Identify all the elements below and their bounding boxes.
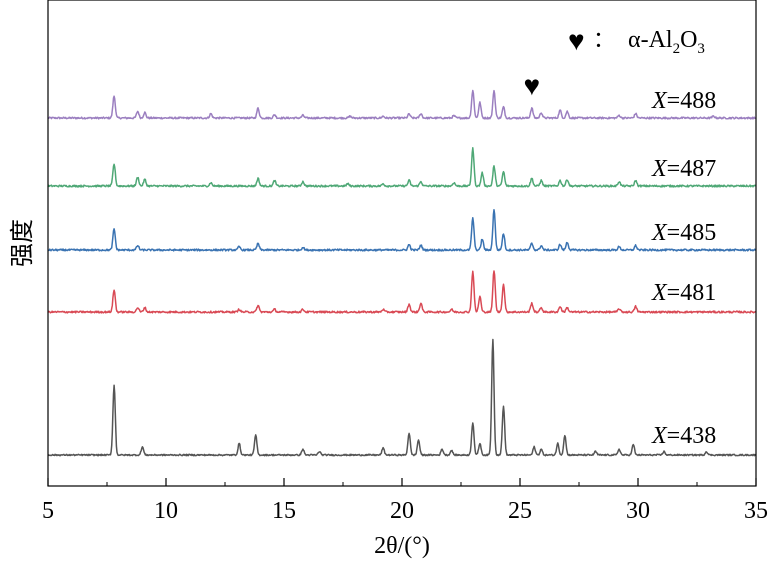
series-line-x-487 xyxy=(47,147,757,188)
series-label-x-481: X=481 xyxy=(651,280,716,306)
series-label-value: =487 xyxy=(667,156,717,182)
alumina-peak-marker-icon: ♥ xyxy=(523,71,540,102)
series-label-x-488: X=488 xyxy=(651,88,716,114)
series-label-x-485: X=485 xyxy=(651,220,716,246)
legend-label-mid: O xyxy=(680,27,697,53)
series-label-value: =438 xyxy=(667,423,717,449)
series-label-x-487: X=487 xyxy=(651,156,716,182)
series-label-value: =485 xyxy=(667,220,717,246)
x-tick-label: 10 xyxy=(154,498,178,524)
y-axis-title: 强度 xyxy=(9,219,36,267)
series-label-var: X xyxy=(651,280,668,306)
series-label-var: X xyxy=(651,88,668,114)
legend-label: α-Al2O3 xyxy=(628,27,705,57)
legend-label-prefix: α-Al xyxy=(628,27,673,53)
legend-label-sub2: 3 xyxy=(697,41,705,57)
legend-separator: ： xyxy=(593,27,615,52)
legend-label-sub1: 2 xyxy=(673,41,681,57)
x-tick-label: 15 xyxy=(272,498,296,524)
series-label-x-438: X=438 xyxy=(651,423,716,449)
series-line-x-438 xyxy=(47,338,757,457)
legend-symbol-icon: ♥ xyxy=(568,26,585,57)
series-group xyxy=(47,89,757,457)
series-label-var: X xyxy=(651,423,668,449)
x-tick-label: 5 xyxy=(42,498,54,524)
x-axis-title: 2θ/(°) xyxy=(374,533,430,559)
legend: ♥ ： α-Al2O3 xyxy=(568,26,705,57)
series-label-value: =481 xyxy=(667,280,717,306)
plot-frame xyxy=(47,0,757,487)
series-label-value: =488 xyxy=(667,88,717,114)
x-tick-label: 20 xyxy=(390,498,414,524)
x-tick-label: 25 xyxy=(508,498,532,524)
series-label-var: X xyxy=(651,220,668,246)
series-line-x-485 xyxy=(47,208,757,252)
series-line-x-481 xyxy=(47,270,757,314)
axes-group: 5 10 15 20 25 30 35 xyxy=(42,478,768,524)
series-label-var: X xyxy=(651,156,668,182)
x-tick-label: 35 xyxy=(744,498,768,524)
x-tick-label: 30 xyxy=(626,498,650,524)
series-line-x-488 xyxy=(47,89,757,120)
